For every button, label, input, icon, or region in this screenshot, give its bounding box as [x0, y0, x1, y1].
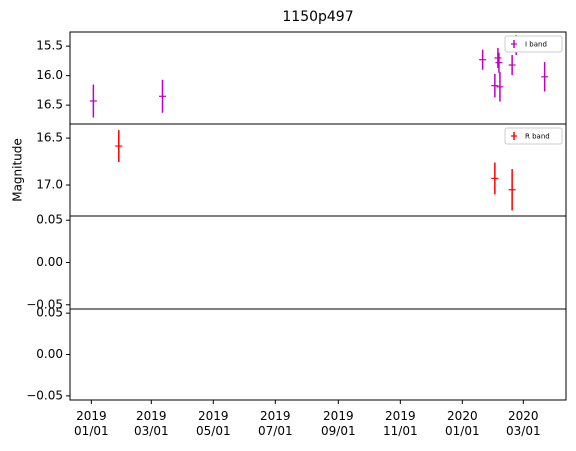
error-point — [494, 47, 502, 68]
x-tick-label-line: 01/01 — [74, 424, 109, 438]
x-tick-label-line: 05/01 — [196, 424, 231, 438]
error-point — [89, 84, 97, 118]
error-point — [496, 72, 504, 102]
x-tick-label-line: 11/01 — [383, 424, 418, 438]
y-tick-label: −0.05 — [26, 297, 63, 311]
y-tick-label: 16.0 — [36, 68, 63, 82]
x-tick-label-line: 2019 — [136, 409, 167, 423]
error-point — [508, 169, 516, 211]
x-tick-label-line: 09/01 — [321, 424, 356, 438]
x-tick-label: 2019 01/01 — [74, 409, 109, 438]
y-tick-label: 0.00 — [36, 347, 63, 361]
error-point — [115, 130, 123, 163]
legend-label: I band — [525, 41, 547, 49]
x-tick-label-line: 2019 — [385, 409, 416, 423]
y-axis-label: Magnitude — [11, 138, 25, 202]
y-tick-label: 0.00 — [36, 255, 63, 269]
y-tick-label: 16.5 — [36, 98, 63, 112]
x-tick-label: 2020 01/01 — [445, 409, 480, 438]
x-tick-label-line: 2020 — [447, 409, 478, 423]
plot-frame — [69, 123, 567, 217]
plot-frame — [69, 308, 567, 401]
y-tick-label: 0.05 — [36, 213, 63, 227]
error-point — [508, 55, 516, 76]
error-point — [158, 79, 166, 113]
x-tick-label-line: 2020 — [508, 409, 539, 423]
x-tick-label: 2019 09/01 — [321, 409, 356, 438]
x-tick-label-line: 2019 — [260, 409, 291, 423]
x-tick-label-line: 03/01 — [134, 424, 169, 438]
x-tick-label: 2019 07/01 — [258, 409, 293, 438]
x-tick-label: 2019 05/01 — [196, 409, 231, 438]
y-tick-label: 16.5 — [36, 131, 63, 145]
plot-frame — [69, 31, 567, 125]
x-tick-label: 2019 03/01 — [134, 409, 169, 438]
legend-label: R band — [525, 133, 550, 141]
legend-box — [504, 35, 563, 53]
error-point — [491, 162, 499, 195]
x-tick-label-line: 2019 — [76, 409, 107, 423]
y-tick-label: 15.5 — [36, 39, 63, 53]
x-tick-label-line: 2019 — [198, 409, 229, 423]
legend-box — [504, 127, 563, 145]
x-tick-label-line: 2019 — [323, 409, 354, 423]
error-point — [491, 73, 499, 98]
chart-title: 1150p497 — [282, 9, 353, 25]
x-tick-label: 2020 03/01 — [506, 409, 541, 438]
y-tick-label: −0.05 — [26, 388, 63, 402]
x-tick-label-line: 07/01 — [258, 424, 293, 438]
error-point — [479, 49, 487, 70]
error-point — [495, 52, 503, 73]
error-point — [541, 62, 549, 92]
y-tick-label: 0.05 — [36, 306, 63, 320]
x-tick-label-line: 03/01 — [506, 424, 541, 438]
x-tick-label: 2019 11/01 — [383, 409, 418, 438]
plot-frame — [69, 215, 567, 310]
y-tick-label: 17.0 — [36, 178, 63, 192]
x-tick-label-line: 01/01 — [445, 424, 480, 438]
